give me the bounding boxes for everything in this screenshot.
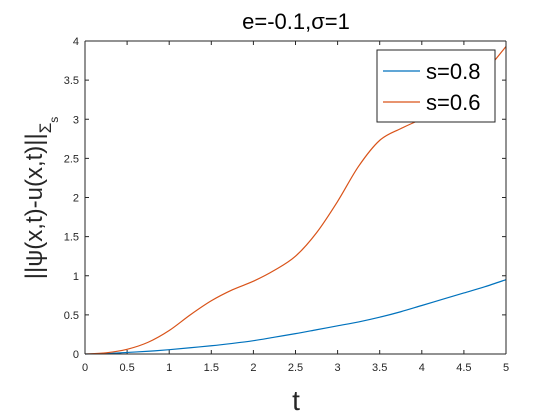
x-tick-label: 2 — [250, 362, 256, 374]
x-tick-label: 1.5 — [204, 362, 219, 374]
x-axis-label: t — [292, 385, 300, 416]
legend-label-s-0-6: s=0.6 — [426, 90, 480, 115]
x-tick-label: 0.5 — [119, 362, 134, 374]
y-tick-label: 0 — [73, 349, 79, 361]
y-tick-label: 1 — [73, 271, 79, 283]
x-tick-label: 3.5 — [372, 362, 387, 374]
y-tick-label: 1.5 — [64, 232, 79, 244]
legend-box — [376, 49, 496, 123]
y-tick-label: 0.5 — [64, 310, 79, 322]
chart-title: e=-0.1,σ=1 — [242, 9, 350, 34]
x-tick-label: 0 — [82, 362, 88, 374]
series-line-s-0-8 — [84, 279, 507, 355]
y-tick-label: 3.5 — [64, 75, 79, 87]
y-axis-label-main: ||ψ(x,t)-u(x,t)|| — [21, 133, 48, 279]
y-tick-label: 4 — [73, 36, 79, 48]
x-tick-label: 4.5 — [456, 362, 471, 374]
y-axis-label: ||ψ(x,t)-u(x,t)||Σs — [21, 117, 61, 280]
y-tick-label: 3 — [73, 114, 79, 126]
y-tick-label: 2 — [73, 193, 79, 205]
y-axis-label-subscript: Σ — [36, 123, 55, 134]
legend: s=0.8 s=0.6 — [376, 49, 496, 123]
x-tick-label: 3 — [335, 362, 341, 374]
x-tick-label: 2.5 — [288, 362, 303, 374]
legend-label-s-0-8: s=0.8 — [426, 59, 480, 84]
x-tick-label: 1 — [166, 362, 172, 374]
x-tick-label: 4 — [419, 362, 425, 374]
y-tick-label: 2.5 — [64, 153, 79, 165]
y-axis-label-subsubscript: s — [47, 117, 61, 123]
x-tick-label: 5 — [503, 362, 509, 374]
